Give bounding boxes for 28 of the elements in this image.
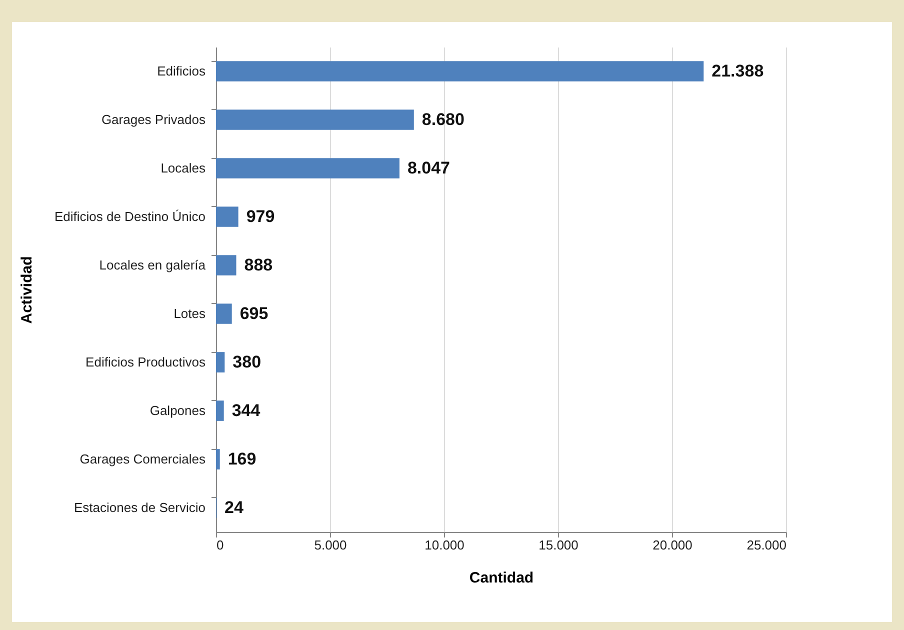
- data-label: 695: [240, 304, 268, 323]
- y-tick-label: Locales en galería: [99, 257, 206, 272]
- x-tick-label: 5.000: [314, 538, 347, 552]
- data-label: 979: [246, 206, 275, 226]
- y-tick-label: Estaciones de Servicio: [74, 500, 206, 515]
- data-label: 24: [224, 498, 244, 517]
- y-axis-title: Actividad: [18, 256, 36, 324]
- y-tick-label: Lotes: [174, 306, 206, 321]
- x-tick-label: 10.000: [424, 538, 464, 552]
- data-label: 8.680: [422, 110, 464, 129]
- data-label: 169: [228, 449, 256, 468]
- y-tick-label: Edificios de Destino Único: [54, 208, 206, 224]
- x-tick-label: 20.000: [652, 538, 692, 552]
- y-tick-label: Edificios: [157, 63, 206, 78]
- data-label: 380: [232, 352, 262, 372]
- data-label: 8.047: [407, 158, 450, 178]
- y-tick-label: Galpones: [150, 402, 206, 418]
- x-tick-label: 25.000: [746, 538, 786, 552]
- data-label: 21.388: [712, 61, 764, 80]
- y-tick-label: Locales: [160, 160, 206, 176]
- data-label: 344: [232, 400, 261, 420]
- y-tick-label: Garages Privados: [101, 112, 206, 127]
- x-tick-label: 15.000: [538, 538, 578, 552]
- y-tick-label: Garages Comerciales: [80, 451, 206, 466]
- y-tick-label: Edificios Productivos: [86, 354, 206, 370]
- x-tick-label: 0: [216, 538, 224, 552]
- data-label: 888: [244, 255, 273, 274]
- x-axis-title: Cantidad: [469, 570, 534, 586]
